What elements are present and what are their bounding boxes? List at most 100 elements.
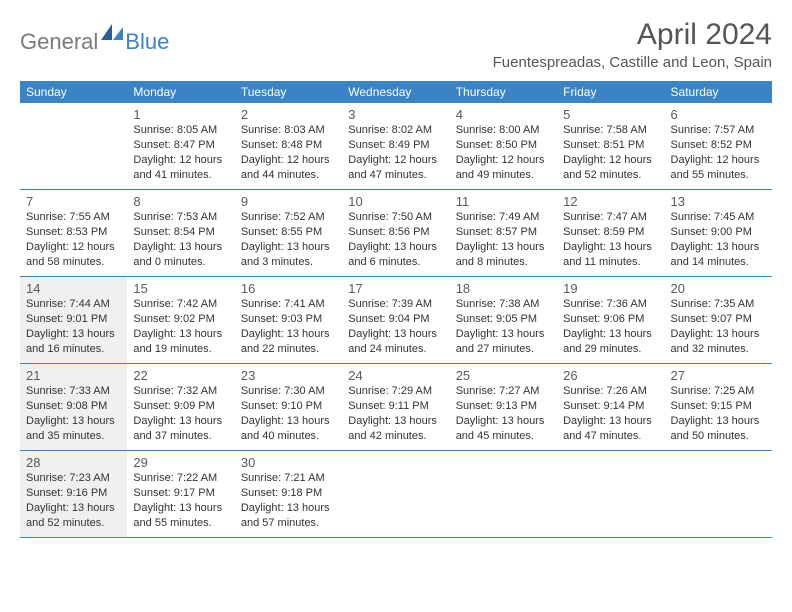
sunrise-text: Sunrise: 7:22 AM xyxy=(133,471,230,486)
sunset-text: Sunset: 9:07 PM xyxy=(671,312,768,327)
day-sun-info: Sunrise: 7:45 AMSunset: 9:00 PMDaylight:… xyxy=(669,210,768,269)
day-number: 24 xyxy=(346,366,445,384)
day-number xyxy=(454,453,553,456)
calendar-week-row: 7Sunrise: 7:55 AMSunset: 8:53 PMDaylight… xyxy=(20,190,772,277)
dow-cell: Wednesday xyxy=(342,81,449,103)
daylight-text: Daylight: 13 hours and 47 minutes. xyxy=(563,414,660,444)
sunrise-text: Sunrise: 7:25 AM xyxy=(671,384,768,399)
day-number xyxy=(561,453,660,456)
day-number: 5 xyxy=(561,105,660,123)
day-sun-info: Sunrise: 7:50 AMSunset: 8:56 PMDaylight:… xyxy=(346,210,445,269)
calendar-day-cell: 11Sunrise: 7:49 AMSunset: 8:57 PMDayligh… xyxy=(450,190,557,276)
sunrise-text: Sunrise: 7:38 AM xyxy=(456,297,553,312)
sunrise-text: Sunrise: 7:30 AM xyxy=(241,384,338,399)
daylight-text: Daylight: 13 hours and 22 minutes. xyxy=(241,327,338,357)
sunrise-text: Sunrise: 7:44 AM xyxy=(26,297,123,312)
day-number: 8 xyxy=(131,192,230,210)
day-number: 3 xyxy=(346,105,445,123)
day-number: 1 xyxy=(131,105,230,123)
sunset-text: Sunset: 8:47 PM xyxy=(133,138,230,153)
calendar-day-cell xyxy=(557,451,664,537)
day-sun-info: Sunrise: 8:03 AMSunset: 8:48 PMDaylight:… xyxy=(239,123,338,182)
day-sun-info: Sunrise: 7:39 AMSunset: 9:04 PMDaylight:… xyxy=(346,297,445,356)
day-number: 21 xyxy=(24,366,123,384)
sunrise-text: Sunrise: 7:49 AM xyxy=(456,210,553,225)
day-number: 18 xyxy=(454,279,553,297)
daylight-text: Daylight: 13 hours and 19 minutes. xyxy=(133,327,230,357)
day-number: 4 xyxy=(454,105,553,123)
sunset-text: Sunset: 9:08 PM xyxy=(26,399,123,414)
sunset-text: Sunset: 8:59 PM xyxy=(563,225,660,240)
dow-cell: Thursday xyxy=(450,81,557,103)
sunrise-text: Sunrise: 7:45 AM xyxy=(671,210,768,225)
day-sun-info: Sunrise: 7:58 AMSunset: 8:51 PMDaylight:… xyxy=(561,123,660,182)
calendar-day-cell: 9Sunrise: 7:52 AMSunset: 8:55 PMDaylight… xyxy=(235,190,342,276)
day-number: 10 xyxy=(346,192,445,210)
daylight-text: Daylight: 13 hours and 35 minutes. xyxy=(26,414,123,444)
sunset-text: Sunset: 9:03 PM xyxy=(241,312,338,327)
calendar-day-cell: 5Sunrise: 7:58 AMSunset: 8:51 PMDaylight… xyxy=(557,103,664,189)
calendar-day-cell xyxy=(20,103,127,189)
daylight-text: Daylight: 12 hours and 44 minutes. xyxy=(241,153,338,183)
calendar-day-cell: 25Sunrise: 7:27 AMSunset: 9:13 PMDayligh… xyxy=(450,364,557,450)
sunset-text: Sunset: 9:17 PM xyxy=(133,486,230,501)
day-number: 2 xyxy=(239,105,338,123)
sunrise-text: Sunrise: 8:05 AM xyxy=(133,123,230,138)
calendar-week-row: 1Sunrise: 8:05 AMSunset: 8:47 PMDaylight… xyxy=(20,103,772,190)
day-sun-info: Sunrise: 8:00 AMSunset: 8:50 PMDaylight:… xyxy=(454,123,553,182)
day-of-week-header: SundayMondayTuesdayWednesdayThursdayFrid… xyxy=(20,81,772,103)
day-number: 26 xyxy=(561,366,660,384)
sunset-text: Sunset: 8:51 PM xyxy=(563,138,660,153)
calendar-day-cell: 15Sunrise: 7:42 AMSunset: 9:02 PMDayligh… xyxy=(127,277,234,363)
day-number: 25 xyxy=(454,366,553,384)
day-sun-info: Sunrise: 7:41 AMSunset: 9:03 PMDaylight:… xyxy=(239,297,338,356)
sunrise-text: Sunrise: 7:57 AM xyxy=(671,123,768,138)
calendar-day-cell: 2Sunrise: 8:03 AMSunset: 8:48 PMDaylight… xyxy=(235,103,342,189)
sunrise-text: Sunrise: 8:02 AM xyxy=(348,123,445,138)
calendar-day-cell: 7Sunrise: 7:55 AMSunset: 8:53 PMDaylight… xyxy=(20,190,127,276)
day-sun-info: Sunrise: 7:25 AMSunset: 9:15 PMDaylight:… xyxy=(669,384,768,443)
logo-text-blue: Blue xyxy=(125,29,169,55)
day-number: 6 xyxy=(669,105,768,123)
sunrise-text: Sunrise: 7:58 AM xyxy=(563,123,660,138)
day-number: 28 xyxy=(24,453,123,471)
sunset-text: Sunset: 8:57 PM xyxy=(456,225,553,240)
daylight-text: Daylight: 13 hours and 6 minutes. xyxy=(348,240,445,270)
sunrise-text: Sunrise: 7:32 AM xyxy=(133,384,230,399)
calendar-day-cell: 3Sunrise: 8:02 AMSunset: 8:49 PMDaylight… xyxy=(342,103,449,189)
day-sun-info: Sunrise: 8:02 AMSunset: 8:49 PMDaylight:… xyxy=(346,123,445,182)
daylight-text: Daylight: 13 hours and 42 minutes. xyxy=(348,414,445,444)
daylight-text: Daylight: 12 hours and 41 minutes. xyxy=(133,153,230,183)
daylight-text: Daylight: 13 hours and 16 minutes. xyxy=(26,327,123,357)
calendar-week-row: 21Sunrise: 7:33 AMSunset: 9:08 PMDayligh… xyxy=(20,364,772,451)
day-number: 16 xyxy=(239,279,338,297)
day-number: 9 xyxy=(239,192,338,210)
day-number: 30 xyxy=(239,453,338,471)
dow-cell: Friday xyxy=(557,81,664,103)
day-number: 29 xyxy=(131,453,230,471)
day-number: 11 xyxy=(454,192,553,210)
sunrise-text: Sunrise: 7:36 AM xyxy=(563,297,660,312)
day-sun-info: Sunrise: 7:44 AMSunset: 9:01 PMDaylight:… xyxy=(24,297,123,356)
day-sun-info: Sunrise: 7:47 AMSunset: 8:59 PMDaylight:… xyxy=(561,210,660,269)
daylight-text: Daylight: 13 hours and 37 minutes. xyxy=(133,414,230,444)
dow-cell: Monday xyxy=(127,81,234,103)
sunrise-text: Sunrise: 8:03 AM xyxy=(241,123,338,138)
day-sun-info: Sunrise: 7:23 AMSunset: 9:16 PMDaylight:… xyxy=(24,471,123,530)
sunrise-text: Sunrise: 7:42 AM xyxy=(133,297,230,312)
calendar-day-cell: 17Sunrise: 7:39 AMSunset: 9:04 PMDayligh… xyxy=(342,277,449,363)
logo-sail-icon xyxy=(101,24,123,45)
calendar-day-cell: 22Sunrise: 7:32 AMSunset: 9:09 PMDayligh… xyxy=(127,364,234,450)
title-block: April 2024 Fuentespreadas, Castille and … xyxy=(493,18,772,71)
dow-cell: Sunday xyxy=(20,81,127,103)
sunset-text: Sunset: 9:01 PM xyxy=(26,312,123,327)
day-number: 7 xyxy=(24,192,123,210)
calendar-day-cell: 21Sunrise: 7:33 AMSunset: 9:08 PMDayligh… xyxy=(20,364,127,450)
daylight-text: Daylight: 13 hours and 27 minutes. xyxy=(456,327,553,357)
calendar-week-row: 28Sunrise: 7:23 AMSunset: 9:16 PMDayligh… xyxy=(20,451,772,538)
daylight-text: Daylight: 13 hours and 0 minutes. xyxy=(133,240,230,270)
sunset-text: Sunset: 8:52 PM xyxy=(671,138,768,153)
day-sun-info: Sunrise: 7:38 AMSunset: 9:05 PMDaylight:… xyxy=(454,297,553,356)
sunset-text: Sunset: 9:11 PM xyxy=(348,399,445,414)
month-title: April 2024 xyxy=(493,18,772,52)
